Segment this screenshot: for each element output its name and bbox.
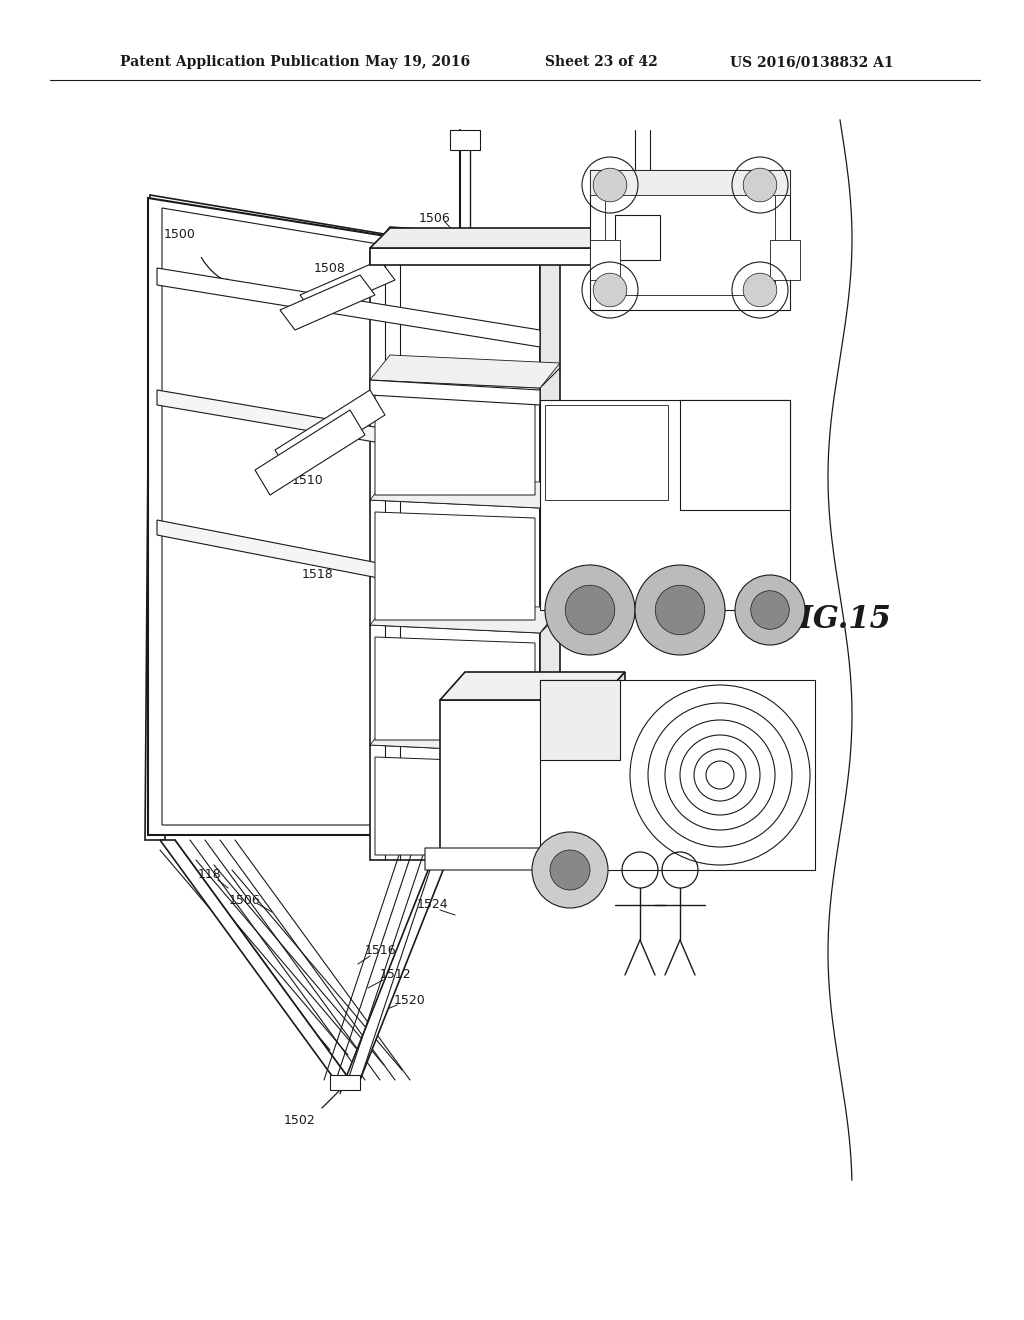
Circle shape	[565, 585, 614, 635]
Polygon shape	[160, 840, 350, 1080]
Circle shape	[593, 168, 627, 202]
Polygon shape	[540, 239, 560, 861]
Polygon shape	[345, 840, 455, 1080]
Polygon shape	[275, 389, 385, 475]
Polygon shape	[157, 520, 440, 590]
Text: 1506: 1506	[419, 211, 451, 224]
Text: 1500: 1500	[164, 228, 196, 242]
Text: Patent Application Publication: Patent Application Publication	[120, 55, 359, 69]
Text: 1522: 1522	[374, 454, 406, 466]
Polygon shape	[280, 275, 375, 330]
Text: 1514: 1514	[464, 583, 496, 597]
Polygon shape	[590, 170, 790, 310]
Polygon shape	[590, 240, 620, 280]
Polygon shape	[370, 601, 560, 634]
Text: 1516: 1516	[365, 944, 396, 957]
Text: 1506: 1506	[229, 894, 261, 907]
Polygon shape	[615, 215, 660, 260]
Polygon shape	[375, 756, 535, 855]
Text: FIG.15: FIG.15	[778, 605, 892, 635]
Polygon shape	[375, 512, 535, 620]
Text: US 2016/0138832 A1: US 2016/0138832 A1	[730, 55, 894, 69]
Polygon shape	[425, 847, 640, 870]
Polygon shape	[770, 240, 800, 280]
Polygon shape	[600, 672, 625, 850]
Circle shape	[635, 565, 725, 655]
Text: 1520: 1520	[394, 994, 426, 1006]
Polygon shape	[300, 260, 395, 315]
Text: 1524: 1524	[416, 899, 447, 912]
Polygon shape	[440, 672, 625, 700]
Circle shape	[743, 168, 777, 202]
Polygon shape	[540, 680, 815, 870]
Polygon shape	[157, 268, 540, 347]
Text: May 19, 2016: May 19, 2016	[365, 55, 470, 69]
Polygon shape	[370, 252, 540, 861]
Circle shape	[532, 832, 608, 908]
Polygon shape	[157, 389, 510, 465]
Polygon shape	[148, 198, 505, 836]
Text: 1504: 1504	[472, 413, 504, 426]
Circle shape	[735, 576, 805, 645]
Polygon shape	[680, 400, 790, 510]
Polygon shape	[450, 129, 480, 150]
Polygon shape	[370, 248, 630, 265]
Polygon shape	[145, 195, 510, 840]
Polygon shape	[330, 1074, 360, 1090]
Polygon shape	[370, 719, 560, 752]
Text: 1518: 1518	[302, 569, 334, 582]
Circle shape	[743, 273, 777, 306]
Circle shape	[545, 565, 635, 655]
Text: 1510: 1510	[292, 474, 324, 487]
Polygon shape	[255, 411, 365, 495]
Polygon shape	[375, 638, 535, 741]
Polygon shape	[370, 475, 560, 508]
Polygon shape	[590, 170, 790, 195]
Polygon shape	[370, 227, 560, 264]
Polygon shape	[540, 400, 790, 610]
Polygon shape	[540, 680, 620, 760]
Text: 120: 120	[458, 763, 482, 776]
Polygon shape	[605, 185, 775, 294]
Polygon shape	[440, 700, 600, 850]
Circle shape	[550, 850, 590, 890]
Polygon shape	[162, 209, 492, 825]
Circle shape	[655, 585, 705, 635]
Text: Sheet 23 of 42: Sheet 23 of 42	[545, 55, 657, 69]
Polygon shape	[370, 228, 650, 248]
Text: 118: 118	[198, 869, 222, 882]
Polygon shape	[370, 355, 560, 388]
Polygon shape	[545, 405, 668, 500]
Polygon shape	[375, 392, 535, 495]
Circle shape	[751, 591, 790, 630]
Text: 1502: 1502	[284, 1114, 315, 1126]
Circle shape	[593, 273, 627, 306]
Polygon shape	[370, 380, 540, 405]
Text: 1512: 1512	[379, 969, 411, 982]
Text: 1508: 1508	[314, 261, 346, 275]
